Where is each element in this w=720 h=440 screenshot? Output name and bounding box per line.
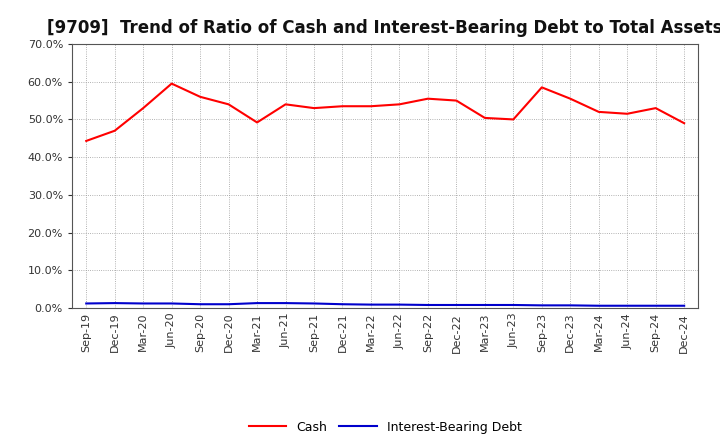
Interest-Bearing Debt — [82, 301, 91, 306]
Interest-Bearing Debt — [480, 302, 489, 308]
Interest-Bearing Debt — [110, 301, 119, 306]
Interest-Bearing Debt — [366, 302, 375, 307]
Interest-Bearing Debt — [225, 301, 233, 307]
Interest-Bearing Debt — [623, 303, 631, 308]
Interest-Bearing Debt — [652, 303, 660, 308]
Interest-Bearing Debt — [167, 301, 176, 306]
Interest-Bearing Debt — [566, 303, 575, 308]
Cash — [225, 102, 233, 107]
Cash — [253, 120, 261, 125]
Interest-Bearing Debt — [282, 301, 290, 306]
Cash — [196, 94, 204, 99]
Cash — [110, 128, 119, 133]
Cash — [623, 111, 631, 117]
Interest-Bearing Debt — [452, 302, 461, 308]
Interest-Bearing Debt — [196, 301, 204, 307]
Cash — [139, 106, 148, 111]
Cash — [310, 106, 318, 111]
Cash — [423, 96, 432, 101]
Cash — [480, 115, 489, 121]
Cash — [566, 96, 575, 101]
Title: [9709]  Trend of Ratio of Cash and Interest-Bearing Debt to Total Assets: [9709] Trend of Ratio of Cash and Intere… — [48, 19, 720, 37]
Interest-Bearing Debt — [537, 303, 546, 308]
Cash — [338, 103, 347, 109]
Line: Cash: Cash — [86, 84, 684, 141]
Cash — [82, 138, 91, 143]
Interest-Bearing Debt — [595, 303, 603, 308]
Cash — [680, 121, 688, 126]
Interest-Bearing Debt — [395, 302, 404, 307]
Cash — [652, 106, 660, 111]
Cash — [167, 81, 176, 86]
Cash — [595, 109, 603, 114]
Interest-Bearing Debt — [139, 301, 148, 306]
Legend: Cash, Interest-Bearing Debt: Cash, Interest-Bearing Debt — [243, 416, 527, 439]
Interest-Bearing Debt — [423, 302, 432, 308]
Cash — [452, 98, 461, 103]
Line: Interest-Bearing Debt: Interest-Bearing Debt — [86, 303, 684, 306]
Cash — [395, 102, 404, 107]
Cash — [509, 117, 518, 122]
Interest-Bearing Debt — [253, 301, 261, 306]
Interest-Bearing Debt — [310, 301, 318, 306]
Cash — [537, 85, 546, 90]
Interest-Bearing Debt — [338, 301, 347, 307]
Cash — [366, 103, 375, 109]
Interest-Bearing Debt — [509, 302, 518, 308]
Interest-Bearing Debt — [680, 303, 688, 308]
Cash — [282, 102, 290, 107]
